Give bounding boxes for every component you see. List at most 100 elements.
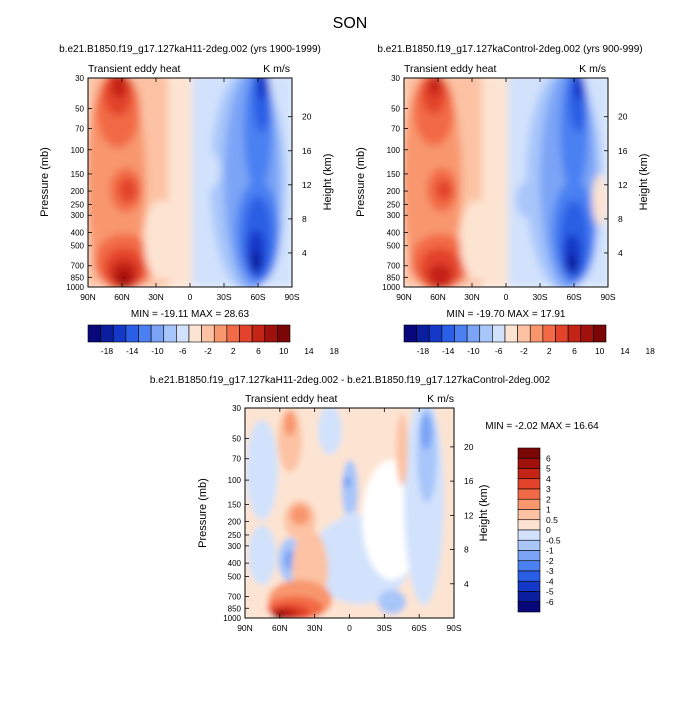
panel-title: b.e21.B1850.f19_g17.127kaH11-2deg.002 - … <box>150 375 551 386</box>
y-tick-label: 700 <box>71 262 85 271</box>
y2-tick-label: 4 <box>618 248 623 258</box>
colorbar-label: 6 <box>572 346 577 356</box>
y-tick-label: 400 <box>71 228 85 237</box>
colorbar-label: 18 <box>329 346 339 356</box>
y-tick-label: 500 <box>71 242 85 251</box>
y2-tick-label: 20 <box>302 112 312 122</box>
colorbar-h11: -18 -14 -10 -6 -2 2 6 10 14 18 <box>87 324 339 356</box>
colorbar-label: -18 <box>417 346 430 356</box>
colorbar-swatch <box>150 324 165 343</box>
colorbar-swatch <box>517 447 541 459</box>
y-tick-label: 500 <box>387 242 401 251</box>
y-tick-label: 100 <box>387 146 401 155</box>
y-tick-label: 300 <box>71 211 85 220</box>
colorbar-swatch <box>87 324 101 343</box>
colorbar-swatch <box>517 550 541 562</box>
panel-stats: MIN = -2.02 MAX = 16.64 <box>485 421 599 432</box>
y-tick-label: 1000 <box>382 283 400 292</box>
colorbar-swatch <box>517 539 541 551</box>
x-tick-label: 30N <box>148 292 164 302</box>
colorbar-label: 0.5 <box>546 515 558 525</box>
y-tick-label: 700 <box>387 262 401 271</box>
y2-tick-label: 16 <box>302 146 312 156</box>
y-tick-label: 70 <box>232 455 241 464</box>
y-axis-label: Pressure (mb) <box>39 147 51 217</box>
colorbar-swatch <box>112 324 127 343</box>
y2-tick-label: 20 <box>464 442 474 452</box>
y-tick-label: 100 <box>228 476 242 485</box>
y-tick-label: 50 <box>391 104 400 113</box>
x-tick-label: 60N <box>272 623 288 633</box>
colorbar-swatch <box>138 324 152 343</box>
colorbar-swatch <box>100 324 114 343</box>
y-tick-label: 1000 <box>223 614 241 623</box>
colorbar-swatch <box>529 324 544 343</box>
colorbar-swatch <box>517 570 541 582</box>
y-tick-label: 400 <box>387 228 401 237</box>
heatmap-field <box>88 78 292 287</box>
panel-stats: MIN = -19.70 MAX = 17.91 <box>447 309 566 320</box>
colorbar-swatch <box>517 468 541 480</box>
x-tick-label: 60S <box>566 292 581 302</box>
colorbar-label: 2 <box>546 494 551 504</box>
panel-left-label: Transient eddy heat <box>245 393 338 405</box>
y2-tick-label: 20 <box>618 112 628 122</box>
colorbar-label: 6 <box>546 453 551 463</box>
y-tick-label: 100 <box>71 146 85 155</box>
x-tick-label: 0 <box>188 292 193 302</box>
colorbar-label: 3 <box>546 484 551 494</box>
y-tick-label: 250 <box>228 531 242 540</box>
y-tick-label: 850 <box>228 604 242 613</box>
x-tick-label: 90S <box>284 292 299 302</box>
y-tick-label: 850 <box>387 273 401 282</box>
colorbar-label: 14 <box>304 346 314 356</box>
colorbar-swatch <box>517 457 541 469</box>
axis-ticks: 90N 60N 30N 0 30S 60S 90S 30 50 70 100 150 200 250 300… <box>66 74 312 302</box>
colorbar-swatch <box>441 324 455 343</box>
colorbar-label: 14 <box>620 346 630 356</box>
y-tick-label: 1000 <box>66 283 84 292</box>
colorbar-label: 2 <box>547 346 552 356</box>
y-tick-label: 70 <box>391 125 400 134</box>
panel-control: b.e21.B1850.f19_g17.127kaControl-2deg.00… <box>355 44 650 320</box>
colorbar-label: -0.5 <box>546 535 561 545</box>
colorbar-swatch <box>504 324 518 343</box>
colorbar-swatch <box>226 324 240 343</box>
y2-axis-label: Height (km) <box>478 485 490 542</box>
y-tick-label: 30 <box>232 404 241 413</box>
axis-ticks: 90N 60N 30N 0 30S 60S 90S 30 50 70 100 150 200 250 300… <box>382 74 628 302</box>
x-tick-label: 90N <box>396 292 412 302</box>
colorbar-swatch <box>593 324 607 343</box>
panel-title: b.e21.B1850.f19_g17.127kaControl-2deg.00… <box>377 44 642 55</box>
colorbar-label: -5 <box>546 587 554 597</box>
panel-units: K m/s <box>579 63 606 75</box>
colorbar-swatch <box>555 324 569 343</box>
colorbar-swatch <box>466 324 481 343</box>
colorbar-swatch <box>517 601 541 613</box>
y-tick-label: 200 <box>71 187 85 196</box>
y-tick-label: 850 <box>71 273 85 282</box>
y-tick-label: 50 <box>75 104 84 113</box>
colorbar-swatch <box>201 324 215 343</box>
y-tick-label: 30 <box>75 74 84 83</box>
y2-tick-label: 8 <box>464 545 469 555</box>
colorbar-swatch <box>125 324 139 343</box>
y-tick-label: 150 <box>228 500 242 509</box>
colorbar-swatch <box>517 580 541 592</box>
y-axis-label: Pressure (mb) <box>197 478 209 548</box>
colorbar-swatch <box>188 324 202 343</box>
colorbar-swatch <box>239 324 253 343</box>
x-tick-label: 0 <box>347 623 352 633</box>
page-title: SON <box>333 15 368 32</box>
x-tick-label: 0 <box>504 292 509 302</box>
colorbar-swatch <box>517 591 541 603</box>
y-tick-label: 200 <box>387 187 401 196</box>
colorbar-swatch <box>580 324 594 343</box>
colorbar-label: 10 <box>279 346 289 356</box>
x-tick-label: 60N <box>114 292 130 302</box>
y-tick-label: 150 <box>387 170 401 179</box>
colorbar-label: 0 <box>546 525 551 535</box>
colorbar-label: 4 <box>546 474 551 484</box>
